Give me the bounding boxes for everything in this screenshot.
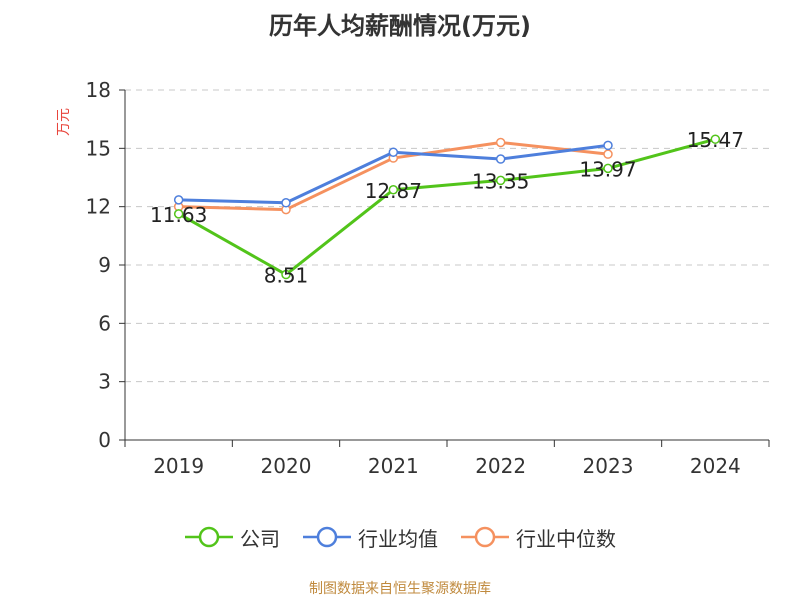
y-tick-label: 18 <box>86 78 111 102</box>
y-tick-label: 12 <box>86 195 111 219</box>
data-point <box>388 147 399 157</box>
data-point <box>173 209 184 219</box>
legend-label: 行业均值 <box>358 526 438 551</box>
legend-label: 行业中位数 <box>516 526 616 551</box>
data-labels: 11.63 8.51 12.87 13.35 13.97 15.47 <box>150 128 744 287</box>
grid-lines <box>125 89 769 383</box>
data-point <box>710 134 721 144</box>
data-point <box>281 269 291 280</box>
data-point <box>603 163 613 174</box>
source-footer: 制图数据来自恒生聚源数据库 <box>309 581 491 597</box>
data-label: 13.97 <box>579 157 636 181</box>
data-point <box>603 140 613 151</box>
y-tick-label: 6 <box>98 311 111 335</box>
legend-marker-icon <box>303 526 351 548</box>
data-point <box>495 154 506 164</box>
data-label: 11.63 <box>150 203 207 227</box>
legend: 公司 行业均值 行业中位数 <box>0 520 800 554</box>
series-lines <box>173 134 721 280</box>
data-label: 13.35 <box>472 169 529 193</box>
data-point <box>281 198 291 208</box>
legend-label: 公司 <box>240 526 280 551</box>
legend-marker-icon <box>461 526 509 548</box>
x-tick-label: 2024 <box>690 454 741 478</box>
legend-item[interactable]: 行业均值 <box>302 523 438 552</box>
x-tick-label: 2023 <box>583 454 634 478</box>
data-label: 15.47 <box>687 128 744 152</box>
data-point <box>495 137 506 148</box>
x-tick-label: 2019 <box>153 454 204 478</box>
x-tick-label: 2022 <box>475 454 526 478</box>
chart-title: 历年人均薪酬情况(万元) <box>269 12 531 40</box>
data-label: 12.87 <box>365 179 422 203</box>
data-point <box>173 195 184 205</box>
legend-marker-icon <box>185 526 233 548</box>
y-tick-label: 0 <box>98 428 111 452</box>
legend-item[interactable]: 公司 <box>184 523 280 552</box>
y-tick-label: 15 <box>86 136 111 160</box>
y-axis-label: 万元 <box>56 108 72 136</box>
y-tick-label: 3 <box>98 370 111 394</box>
axes: 0 3 6 9 12 15 18 2019 2020 2021 2022 2023 2024 <box>86 78 770 478</box>
data-point <box>495 175 506 186</box>
y-tick-label: 9 <box>98 253 111 277</box>
legend-item[interactable]: 行业中位数 <box>460 523 616 552</box>
x-tick-label: 2020 <box>261 454 312 478</box>
series-line <box>177 137 716 277</box>
data-label: 8.51 <box>264 264 309 288</box>
x-tick-label: 2021 <box>368 454 419 478</box>
data-point <box>388 185 399 195</box>
